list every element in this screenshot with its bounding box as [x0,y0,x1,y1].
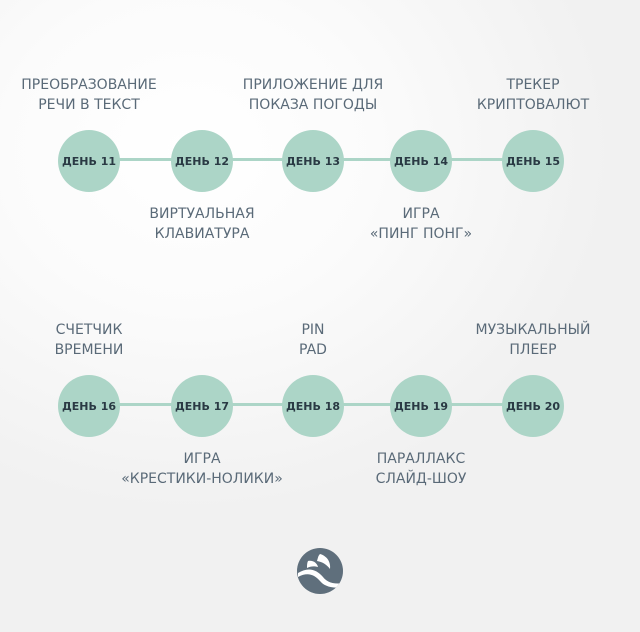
step-label-day-14: ИГРА «ПИНГ ПОНГ» [369,206,473,242]
step-day-label: ДЕНЬ 18 [285,399,341,413]
step-node-day-17: ДЕНЬ 17 [171,375,233,437]
step-node-day-11: ДЕНЬ 11 [58,130,120,192]
step-node-day-16: ДЕНЬ 16 [58,375,120,437]
leaf-logo-icon [296,547,344,595]
step-label-day-20: МУЗЫКАЛЬНЫЙ ПЛЕЕР [475,322,591,358]
step-day-label: ДЕНЬ 11 [61,154,117,168]
step-day-label: ДЕНЬ 12 [174,154,230,168]
step-day-label: ДЕНЬ 13 [285,154,341,168]
step-label-day-16: СЧЕТЧИК ВРЕМЕНИ [54,322,124,358]
step-node-day-18: ДЕНЬ 18 [282,375,344,437]
step-label-day-12: ВИРТУАЛЬНАЯ КЛАВИАТУРА [149,206,255,242]
step-label-day-18: PIN PAD [299,322,327,358]
step-node-day-14: ДЕНЬ 14 [390,130,452,192]
step-label-day-11: ПРЕОБРАЗОВАНИЕ РЕЧИ В ТЕКСТ [21,77,157,113]
step-node-day-12: ДЕНЬ 12 [171,130,233,192]
timeline-row-1: ПРЕОБРАЗОВАНИЕ РЕЧИ В ТЕКСТ ДЕНЬ 11 ДЕНЬ… [0,75,640,245]
step-day-label: ДЕНЬ 19 [393,399,449,413]
step-node-day-13: ДЕНЬ 13 [282,130,344,192]
step-node-day-20: ДЕНЬ 20 [502,375,564,437]
step-label-day-17: ИГРА «КРЕСТИКИ-НОЛИКИ» [121,451,283,487]
step-day-label: ДЕНЬ 15 [505,154,561,168]
step-day-label: ДЕНЬ 14 [393,154,449,168]
step-day-label: ДЕНЬ 16 [61,399,117,413]
step-day-label: ДЕНЬ 17 [174,399,230,413]
step-label-day-15: ТРЕКЕР КРИПТОВАЛЮТ [476,77,590,113]
timeline-row-2: СЧЕТЧИК ВРЕМЕНИ ДЕНЬ 16 ДЕНЬ 17 ИГРА «КР… [0,320,640,490]
step-label-day-19: ПАРАЛЛАКС СЛАЙД-ШОУ [375,451,467,487]
step-node-day-15: ДЕНЬ 15 [502,130,564,192]
step-node-day-19: ДЕНЬ 19 [390,375,452,437]
step-day-label: ДЕНЬ 20 [505,399,561,413]
step-label-day-13: ПРИЛОЖЕНИЕ ДЛЯ ПОКАЗА ПОГОДЫ [242,77,384,113]
